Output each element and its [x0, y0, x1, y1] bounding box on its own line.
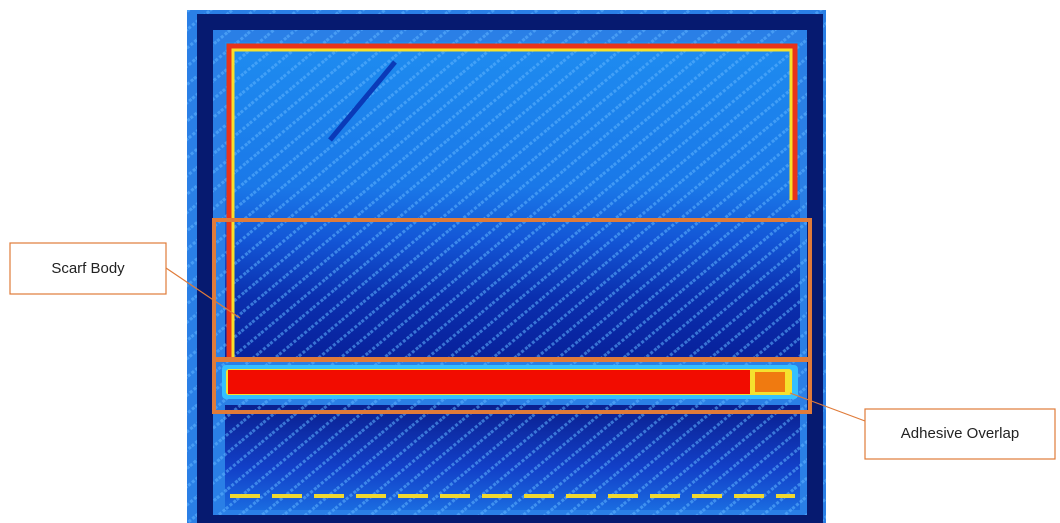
- figure: Scarf Body Adhesive Overlap: [0, 0, 1060, 523]
- overlap-end: [755, 372, 785, 392]
- callout-label: Adhesive Overlap: [901, 425, 1019, 442]
- overlap-hot: [228, 370, 750, 394]
- scan-image: [187, 10, 826, 523]
- callout-label: Scarf Body: [51, 260, 125, 277]
- scan-panel-texture: [225, 42, 800, 362]
